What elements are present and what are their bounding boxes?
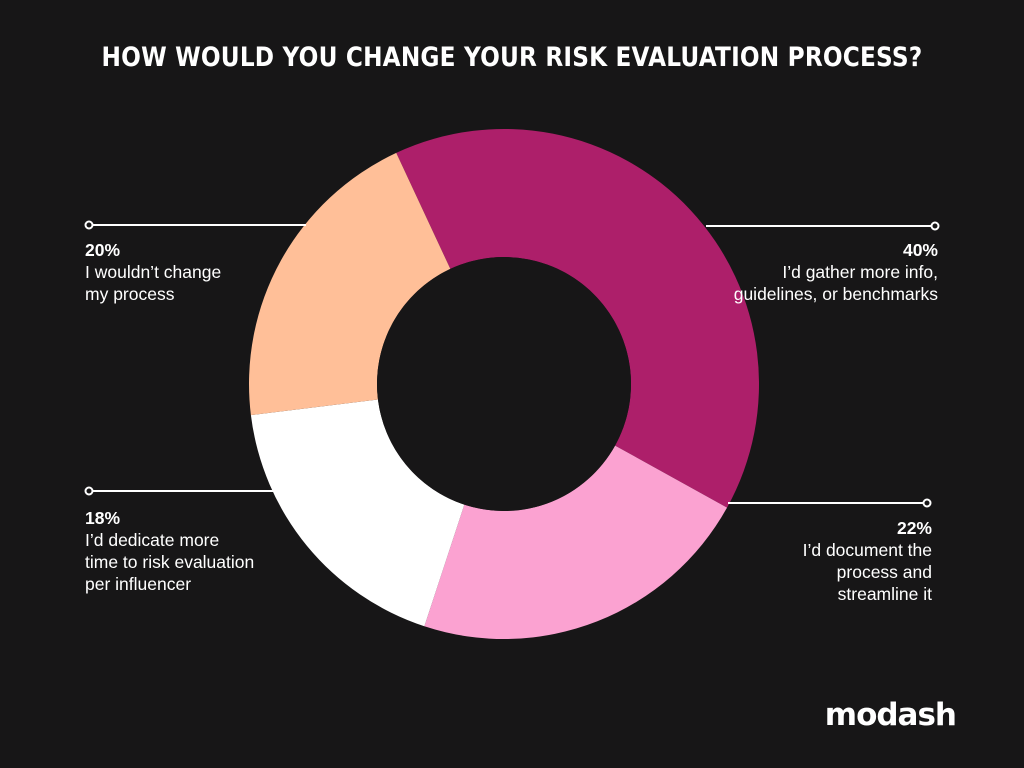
leader-line-3-endpoint [84, 220, 94, 230]
slice-label-2: 18% I’d dedicate more time to risk evalu… [85, 507, 255, 595]
donut-slices [248, 128, 760, 639]
brand-logo: modash [824, 697, 957, 733]
slice-label-3: 20% I wouldn’t change my process [85, 239, 245, 305]
chart-title: HOW WOULD YOU CHANGE YOUR RISK EVALUATIO… [101, 42, 923, 73]
slice-category-label-0: I’d gather more info, guidelines, or ben… [733, 262, 938, 304]
slice-category-label-3: I wouldn’t change my process [85, 262, 222, 304]
leader-line-0-endpoint [930, 221, 940, 231]
slice-category-label-1: I’d document the process and streamline … [802, 540, 932, 604]
slice-value-label-2: 18% [85, 508, 121, 528]
donut-slice-1 [424, 445, 728, 639]
leader-lines [84, 220, 940, 508]
donut-hole [377, 257, 631, 511]
donut-slice-0 [396, 128, 760, 508]
slice-value-label-0: 40% [902, 240, 938, 260]
donut-slice-2 [250, 399, 465, 627]
slice-label-1: 22% I’d document the process and streaml… [762, 517, 932, 605]
slice-category-label-2: I’d dedicate more time to risk evaluatio… [85, 530, 255, 594]
slice-value-label-1: 22% [896, 518, 932, 538]
leader-line-2-endpoint [84, 486, 94, 496]
slice-value-label-3: 20% [85, 240, 121, 260]
donut-slice-3 [248, 152, 451, 416]
leader-line-1-endpoint [922, 498, 932, 508]
slice-label-0: 40% I’d gather more info, guidelines, or… [718, 239, 938, 305]
